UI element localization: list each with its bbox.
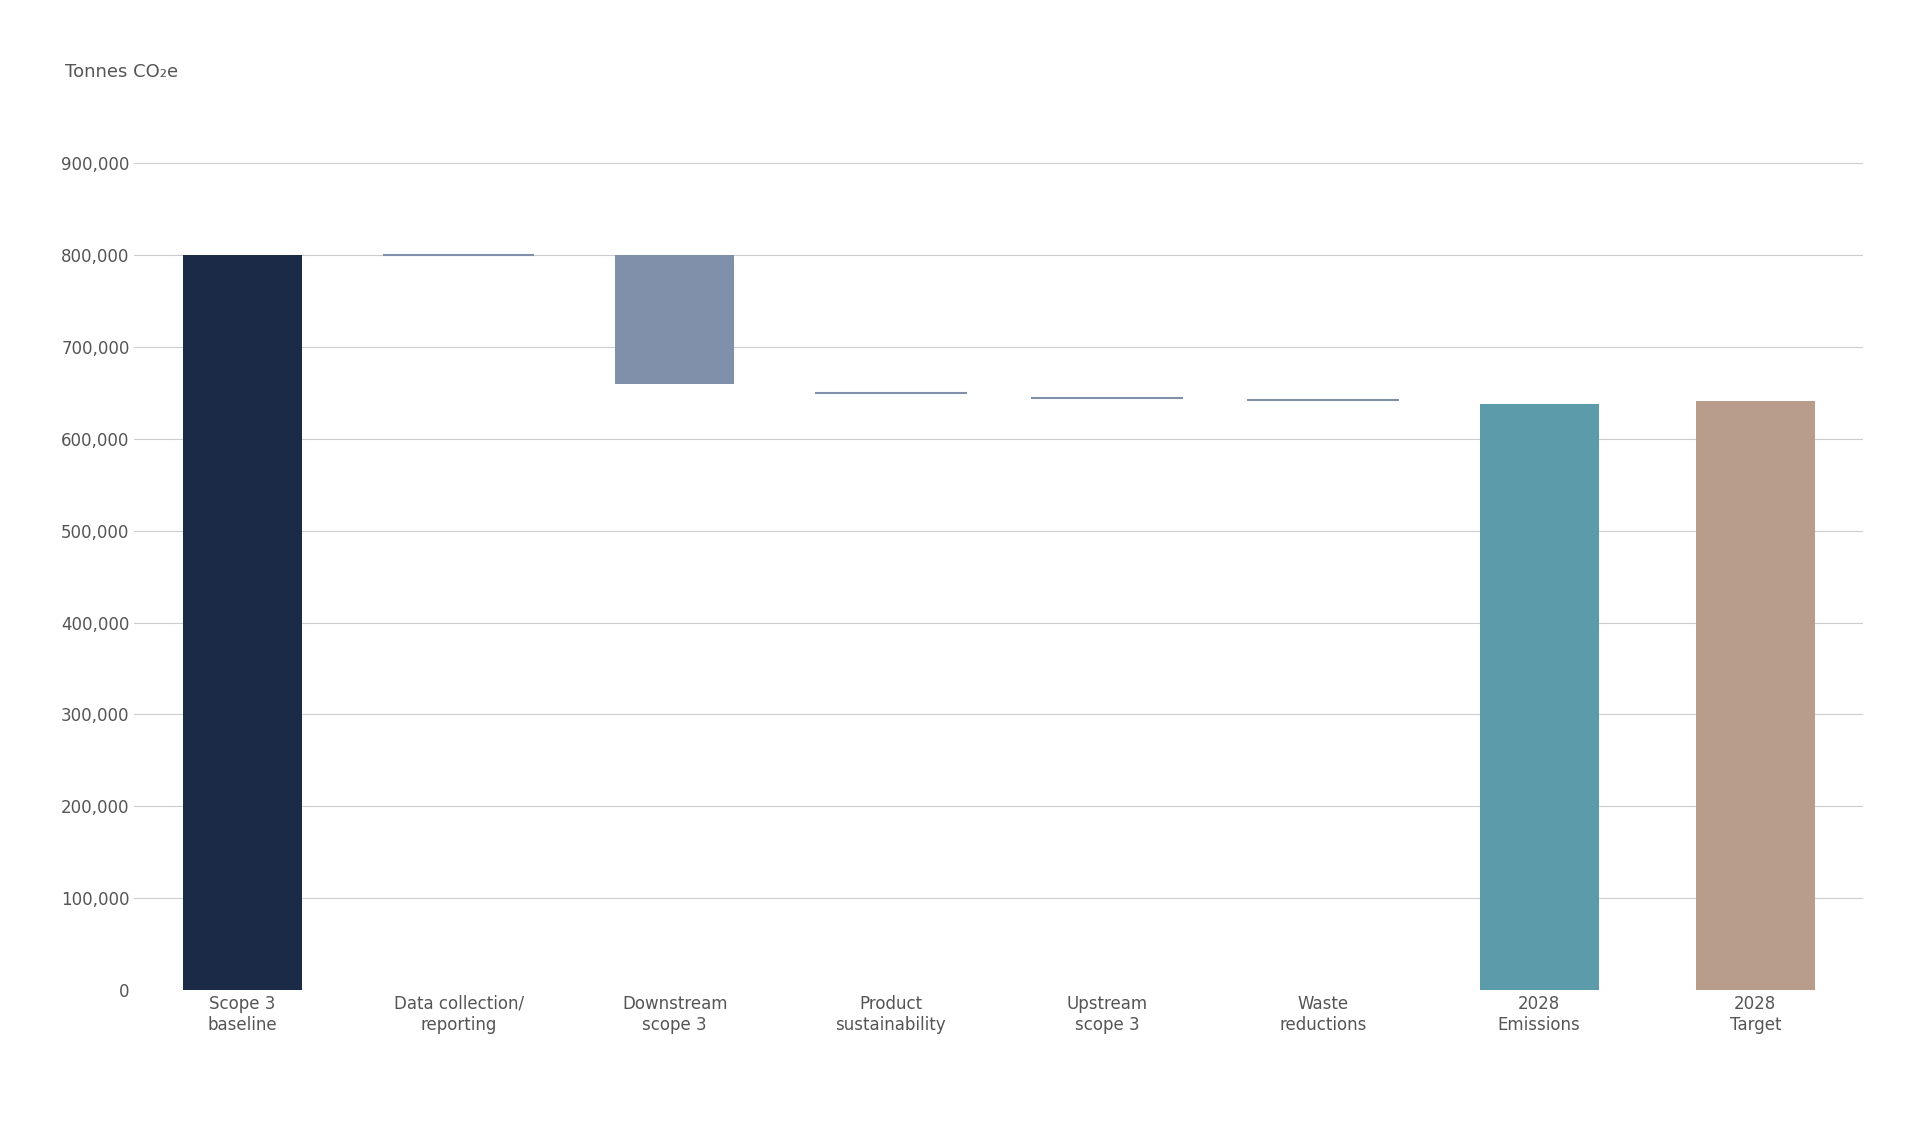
Bar [615,255,734,384]
Bar [1479,404,1598,990]
Text: Tonnes CO₂e: Tonnes CO₂e [65,63,179,81]
Bar [182,255,302,990]
Bar [1696,402,1815,990]
